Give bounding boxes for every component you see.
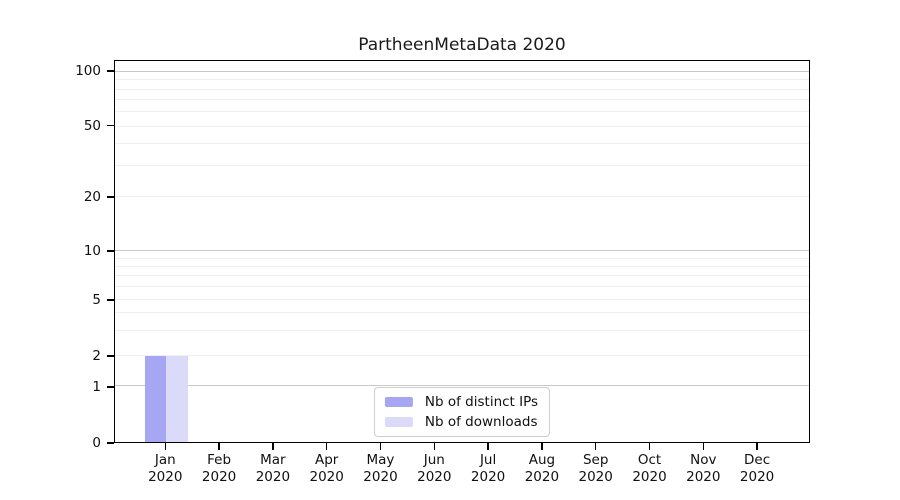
- x-tick-label-year: 2020: [148, 469, 183, 485]
- x-tick-label-year: 2020: [524, 469, 560, 485]
- legend-swatch-downloads: [384, 417, 413, 427]
- x-tick-label-month: Nov: [690, 452, 717, 468]
- x-tick-label-month: Apr: [315, 452, 339, 468]
- x-tick-label: Oct 2020: [618, 452, 682, 486]
- y-gridline-minor: [115, 354, 809, 356]
- y-tick-mark: [107, 70, 114, 72]
- y-tick-label: 0: [92, 435, 101, 451]
- x-tick-label: Nov 2020: [671, 452, 735, 486]
- y-tick-mark: [107, 299, 114, 301]
- legend-swatch-distinct-ips: [384, 397, 413, 407]
- y-tick-mark: [107, 386, 114, 388]
- y-gridline-minor: [115, 99, 809, 101]
- x-tick-label-month: Feb: [207, 452, 232, 468]
- y-gridline-minor: [115, 125, 809, 127]
- y-gridline-minor: [115, 165, 809, 167]
- y-tick-label: 5: [92, 292, 101, 309]
- bar-distinct-ips: [144, 355, 167, 442]
- x-tick-label-month: May: [366, 452, 395, 468]
- y-gridline-minor: [115, 265, 809, 267]
- legend-row: Nb of downloads: [384, 414, 538, 430]
- x-tick-label-year: 2020: [201, 469, 237, 485]
- y-gridline-minor: [115, 275, 809, 277]
- y-gridline-minor: [115, 111, 809, 113]
- x-tick-mark: [594, 443, 597, 450]
- x-tick-mark: [164, 443, 167, 450]
- x-tick-mark: [218, 443, 220, 450]
- y-gridline-minor: [115, 142, 809, 144]
- y-gridline-minor: [115, 79, 809, 81]
- x-tick-label: Apr 2020: [295, 452, 359, 486]
- x-tick-label-month: Mar: [260, 452, 286, 468]
- x-tick-label: Jul 2020: [456, 452, 520, 486]
- bar-downloads: [166, 355, 188, 442]
- y-gridline-major: [115, 71, 809, 73]
- x-tick-label-month: Jun: [423, 452, 445, 468]
- y-tick-mark: [107, 355, 114, 357]
- x-tick-mark: [487, 443, 489, 450]
- x-tick-label-year: 2020: [686, 469, 721, 485]
- x-tick-label-year: 2020: [632, 469, 667, 485]
- y-tick-mark: [107, 442, 114, 444]
- chart-title: PartheenMetaData 2020: [358, 35, 566, 55]
- y-gridline-major: [115, 250, 809, 252]
- x-tick-label: Aug 2020: [510, 452, 574, 486]
- y-tick-mark: [107, 250, 114, 252]
- y-gridline-minor: [115, 286, 809, 288]
- x-tick-mark: [325, 443, 328, 450]
- y-gridline-minor: [115, 312, 809, 314]
- y-gridline-minor: [115, 196, 809, 198]
- x-tick-label-year: 2020: [470, 469, 506, 485]
- y-tick-label: 100: [75, 63, 101, 80]
- x-tick-mark: [702, 443, 705, 450]
- y-tick-mark: [107, 124, 114, 127]
- y-tick-label: 2: [92, 348, 101, 365]
- y-tick-label: 50: [83, 117, 101, 134]
- plot-area: Nb of distinct IPs Nb of downloads: [114, 60, 810, 443]
- y-gridline-minor: [115, 329, 809, 331]
- x-axis: Jan 2020 Feb 2020 Mar 2020 Apr 2020 May 2020 Jun 20…: [114, 443, 810, 499]
- x-tick-mark: [541, 443, 543, 450]
- x-tick-label-month: Aug: [528, 452, 556, 468]
- x-tick-label-month: Jan: [154, 452, 176, 468]
- x-tick-label-month: Oct: [637, 452, 662, 468]
- x-tick-mark: [379, 443, 382, 450]
- y-gridline-minor: [115, 88, 809, 90]
- x-tick-mark: [648, 443, 651, 450]
- x-tick-label: Jun 2020: [402, 452, 466, 486]
- legend-label: Nb of downloads: [424, 414, 538, 430]
- y-gridline-minor: [115, 298, 809, 300]
- y-tick-label: 20: [83, 189, 101, 206]
- y-tick-mark: [107, 196, 114, 198]
- x-tick-label-month: Jul: [479, 452, 497, 468]
- x-tick-label-year: 2020: [417, 469, 452, 485]
- legend: Nb of distinct IPs Nb of downloads: [373, 387, 551, 437]
- x-tick-label-month: Sep: [582, 452, 609, 468]
- y-tick-label: 10: [83, 243, 101, 260]
- x-tick-label: Dec 2020: [725, 452, 789, 486]
- x-tick-label-year: 2020: [309, 469, 344, 485]
- x-tick-label: Feb 2020: [187, 452, 251, 486]
- legend-label: Nb of distinct IPs: [424, 394, 539, 410]
- x-tick-label-year: 2020: [739, 469, 775, 485]
- y-gridline-major: [115, 385, 809, 387]
- y-gridline-minor: [115, 257, 809, 259]
- x-tick-label-year: 2020: [363, 469, 398, 485]
- x-tick-label-year: 2020: [578, 469, 613, 485]
- x-tick-label: Sep 2020: [564, 452, 628, 486]
- x-tick-mark: [272, 443, 274, 450]
- x-tick-label: Mar 2020: [241, 452, 305, 486]
- x-tick-mark: [756, 443, 758, 450]
- x-tick-label-year: 2020: [255, 469, 291, 485]
- y-tick-label: 1: [92, 379, 101, 396]
- legend-row: Nb of distinct IPs: [384, 394, 539, 410]
- x-tick-mark: [433, 443, 436, 450]
- x-tick-label: Jan 2020: [133, 452, 197, 486]
- x-tick-label-month: Dec: [744, 452, 771, 468]
- y-axis: 0 1 2 5 10 20 50 100: [0, 60, 114, 451]
- x-tick-label: May 2020: [348, 452, 412, 486]
